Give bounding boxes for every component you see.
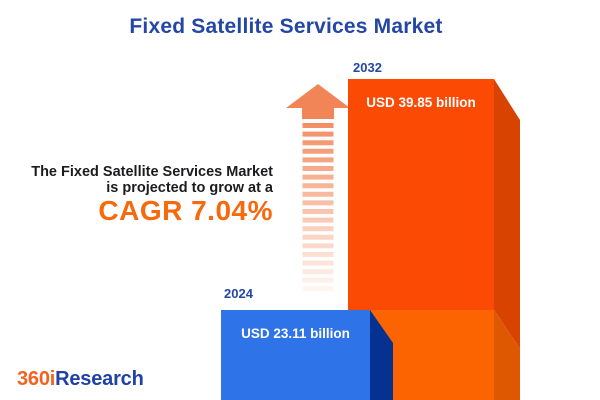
bar-2032-front-top: [348, 79, 494, 310]
cagr-value: CAGR 7.04%: [98, 195, 273, 226]
intro-text-block: The Fixed Satellite Services Market is p…: [20, 164, 273, 226]
year-label-2024: 2024: [224, 286, 253, 301]
growth-arrow-icon: [286, 84, 350, 294]
page-title: Fixed Satellite Services Market: [129, 15, 443, 38]
year-label-2032: 2032: [353, 60, 382, 75]
bar-2024-front: [221, 310, 370, 400]
bar-2032-side-bottom: [494, 310, 520, 400]
intro-line-2: is projected to grow at a: [106, 180, 273, 196]
bar-2024: [221, 310, 393, 400]
brand-logo-prefix: 360i: [17, 368, 56, 390]
intro-line-1: The Fixed Satellite Services Market: [31, 164, 273, 180]
bar-2024-side: [370, 310, 393, 400]
value-label-2024: USD 23.11 billion: [241, 326, 350, 341]
brand-logo: 360iResearch: [17, 368, 144, 391]
brand-logo-suffix: Research: [55, 368, 144, 390]
value-label-2032: USD 39.85 billion: [366, 95, 476, 110]
bar-2032-side-top: [494, 79, 520, 349]
growth-arrow-head: [286, 84, 350, 119]
